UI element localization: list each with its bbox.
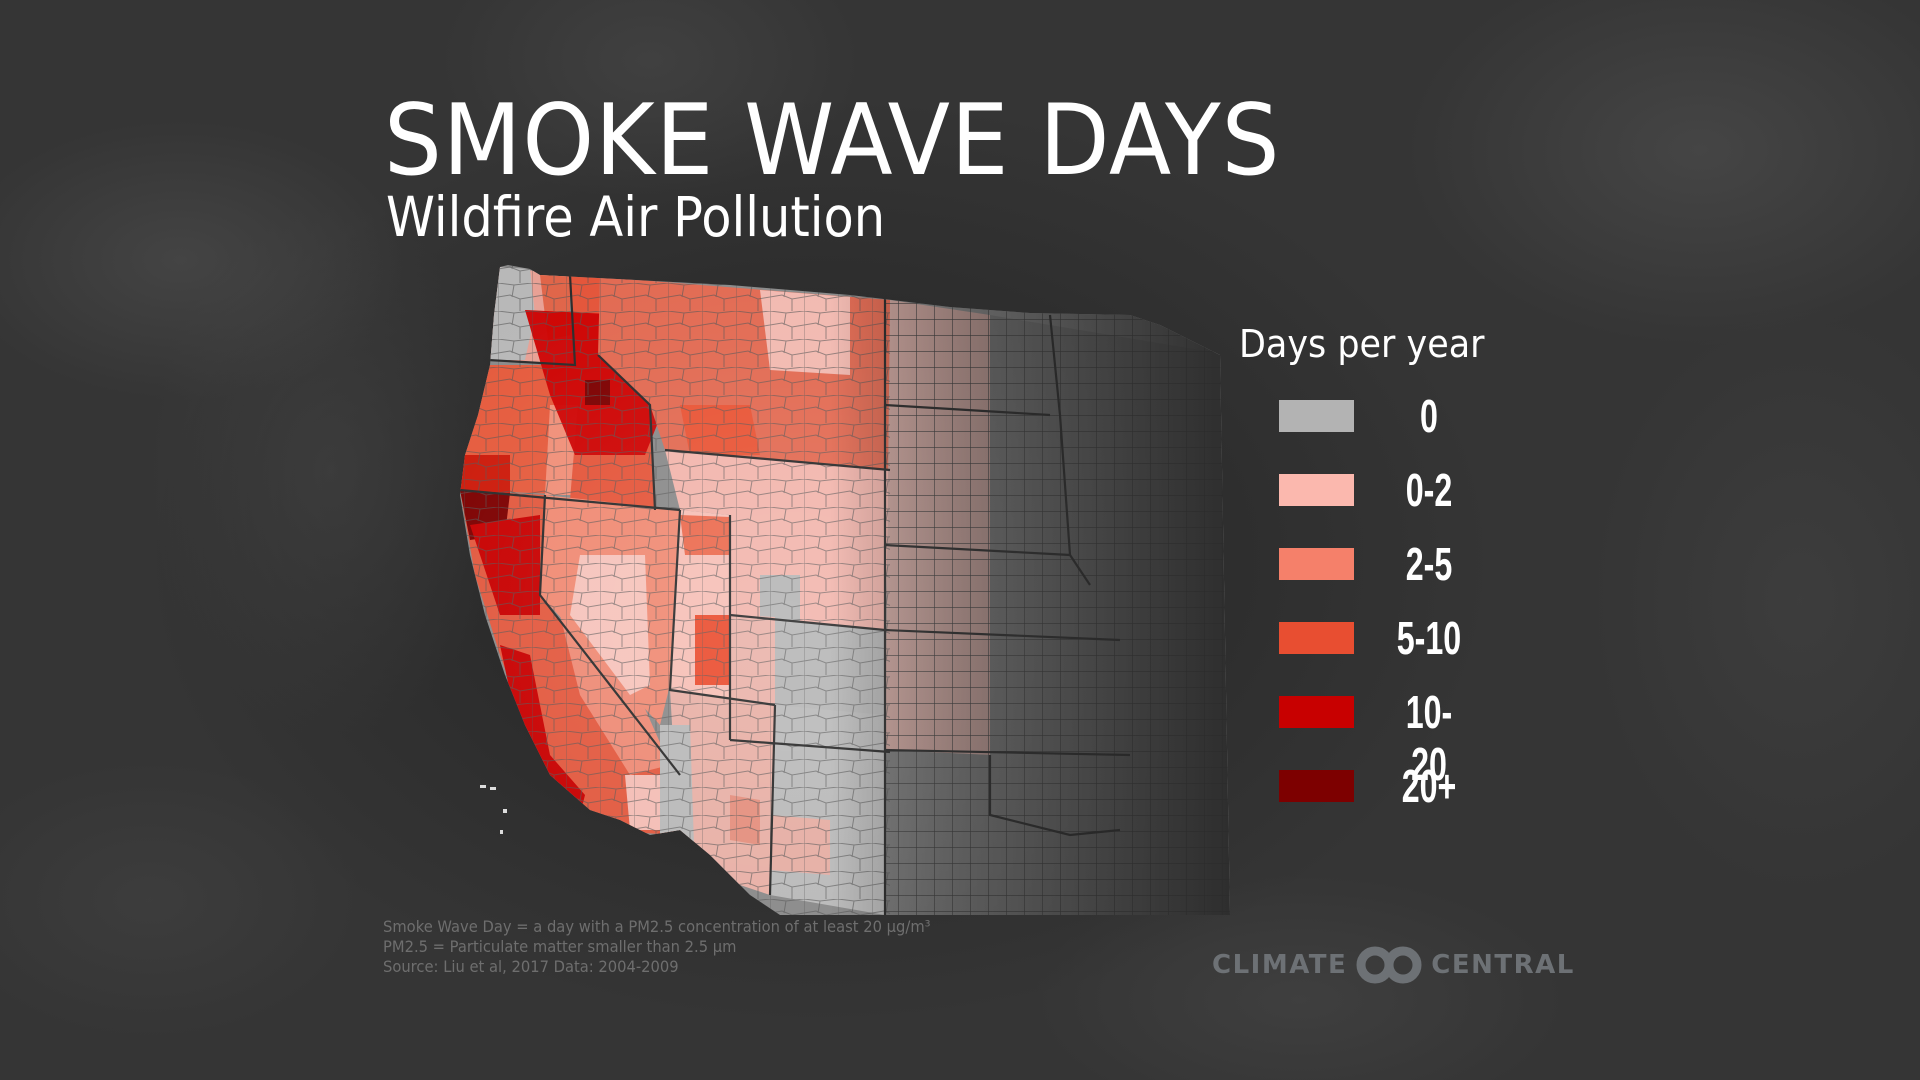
footnote-pm25: PM2.5 = Particulate matter smaller than …: [383, 937, 737, 956]
footnote-source: Source: Liu et al, 2017 Data: 2004-2009: [383, 957, 679, 976]
page-subtitle: Wildfire Air Pollution: [386, 185, 886, 249]
legend-swatch: [1279, 696, 1354, 728]
legend-swatch: [1279, 622, 1354, 654]
legend-label: 0: [1420, 390, 1438, 442]
logo-word-left: CLIMATE: [1212, 950, 1348, 980]
legend-label: 5-10: [1396, 612, 1462, 664]
footnotes: Smoke Wave Day = a day with a PM2.5 conc…: [383, 917, 978, 977]
choropleth-map: [460, 265, 1230, 915]
logo-rings-icon: [1356, 946, 1422, 984]
page-title: SMOKE WAVE DAYS: [384, 84, 1281, 198]
legend-swatch: [1279, 548, 1354, 580]
legend-swatch: [1279, 770, 1354, 802]
legend-label: 10-20: [1405, 686, 1453, 790]
footnote-definition: Smoke Wave Day = a day with a PM2.5 conc…: [383, 917, 931, 936]
climate-central-logo: CLIMATE CENTRAL: [1212, 946, 1575, 984]
legend-swatch: [1279, 474, 1354, 506]
legend-item-5: 20+: [1279, 760, 1579, 812]
legend-item-4: 10-20: [1279, 686, 1579, 790]
legend-item-1: 0-2: [1279, 464, 1579, 516]
legend-label: 0-2: [1405, 464, 1453, 516]
legend-title: Days per year: [1239, 322, 1485, 366]
legend-item-3: 5-10: [1279, 612, 1579, 664]
legend-label: 20+: [1401, 760, 1457, 812]
legend-item-0: 0: [1279, 390, 1579, 442]
legend-item-2: 2-5: [1279, 538, 1579, 590]
legend-swatch: [1279, 400, 1354, 432]
logo-word-right: CENTRAL: [1431, 950, 1575, 980]
legend-label: 2-5: [1405, 538, 1453, 590]
